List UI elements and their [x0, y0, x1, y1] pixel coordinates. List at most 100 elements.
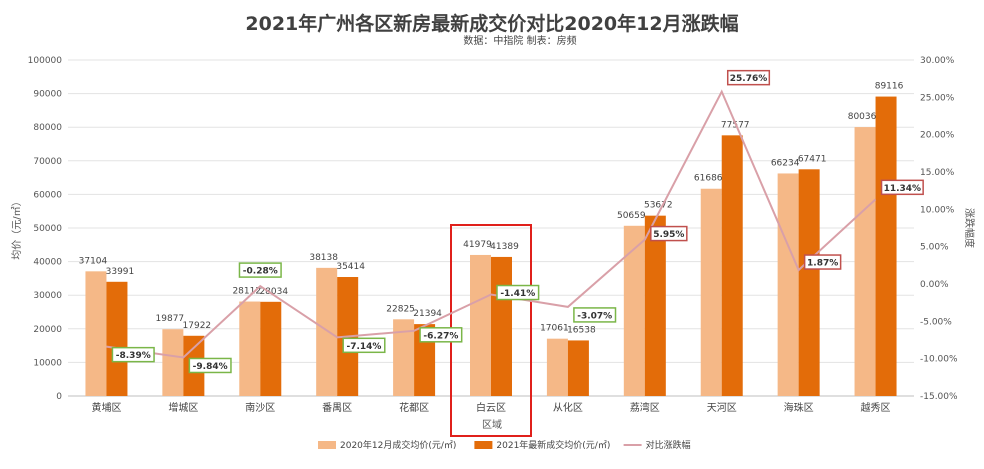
bar-value-label: 66234	[771, 158, 800, 168]
bar-value-label: 80036	[848, 112, 877, 122]
change-label-box	[188, 357, 232, 374]
category-label: 花都区	[399, 401, 429, 414]
category-label: 荔湾区	[630, 401, 660, 414]
legend-label: 2020年12月成交均价(元/㎡)	[340, 439, 456, 451]
y-tick-label: 70000	[33, 157, 62, 167]
change-label: -9.84%	[193, 362, 228, 372]
legend-label: 2021年最新成交均价(元/㎡)	[496, 439, 610, 451]
legend: 2020年12月成交均价(元/㎡) 2021年最新成交均价(元/㎡) 对比涨跌幅	[318, 439, 691, 451]
bar-value-label: 41389	[490, 242, 519, 252]
bar	[546, 338, 568, 396]
y2-tick-label: -10.00%	[920, 355, 958, 365]
bar-value-label: 35414	[336, 262, 365, 272]
category-label: 从化区	[553, 401, 583, 414]
bar	[623, 225, 645, 396]
y-axis-right: -15.00% -10.00% -5.00% 0.00% 5.00% 10.00% 15.0…	[920, 56, 958, 402]
y-tick-label: 80000	[33, 123, 62, 133]
change-label: 11.34%	[884, 184, 922, 194]
bar-value-label: 67471	[798, 154, 827, 164]
bar-value-label: 53672	[644, 201, 673, 211]
change-label-box	[573, 307, 617, 323]
legend-swatch	[474, 441, 493, 449]
y2-axis-title: 涨跌幅度	[963, 208, 976, 248]
bar-value-label: 17061	[540, 324, 569, 334]
change-label-box	[880, 179, 924, 196]
y2-tick-label: 5.00%	[920, 243, 949, 253]
bar	[777, 173, 799, 396]
bar	[393, 319, 415, 396]
change-labels: -8.39% -9.84% -0.28% -7.14% -6.27% -1.41% -3.0…	[111, 69, 924, 374]
bar-value-label: 89116	[875, 82, 904, 92]
change-label-box	[111, 346, 155, 363]
change-label-box	[496, 284, 540, 301]
category-label: 番禺区	[322, 402, 352, 414]
y-tick-label: 60000	[33, 190, 62, 200]
y2-tick-label: -5.00%	[920, 317, 952, 327]
change-label-box	[650, 225, 688, 242]
category-label: 海珠区	[784, 401, 814, 414]
y-tick-label: 50000	[33, 224, 62, 234]
y-axis-left: 0 10000 20000 30000 40000 50000 60000 70000 8000…	[28, 56, 63, 402]
change-label: -8.39%	[116, 351, 151, 361]
change-label: -7.14%	[346, 342, 381, 352]
bar	[644, 215, 666, 396]
bar	[239, 301, 261, 396]
y2-tick-label: 15.00%	[920, 168, 955, 178]
y2-tick-label: 20.00%	[920, 131, 955, 141]
y2-tick-label: 25.00%	[920, 93, 955, 103]
legend-swatch	[318, 441, 336, 449]
bars	[85, 96, 897, 396]
y-tick-label: 100000	[28, 56, 63, 66]
change-label-box	[419, 327, 463, 343]
bar	[875, 96, 897, 396]
bar-value-label: 37104	[79, 256, 108, 266]
change-label-box	[726, 69, 771, 86]
change-label: 25.76%	[730, 74, 768, 84]
x-axis-title: 区域	[482, 418, 502, 431]
bar	[85, 271, 107, 396]
bar-value-label: 16538	[567, 325, 596, 335]
change-label: -1.41%	[500, 289, 535, 299]
y-tick-label: 10000	[33, 358, 62, 368]
bar	[721, 135, 743, 396]
legend-label: 对比涨跌幅	[646, 439, 691, 451]
bar-value-label: 50659	[617, 211, 646, 221]
bar-value-label: 33991	[106, 267, 135, 277]
bar	[700, 188, 722, 396]
y-tick-label: 90000	[33, 90, 62, 100]
change-label: 5.95%	[653, 230, 684, 240]
bar	[260, 301, 282, 396]
y2-tick-label: 10.00%	[920, 205, 955, 215]
bar-value-label: 41979	[463, 240, 492, 250]
category-label: 天河区	[707, 402, 737, 414]
y-tick-label: 0	[56, 392, 62, 402]
y-tick-label: 30000	[33, 291, 62, 301]
y-axis-title: 均价（元/㎡）	[11, 196, 23, 259]
bar-value-label: 17922	[183, 321, 212, 331]
bar-value-label: 61686	[694, 174, 723, 184]
y-tick-label: 40000	[33, 258, 62, 268]
bar-value-label: 28112	[232, 287, 261, 297]
bar	[106, 281, 128, 396]
change-label-box	[803, 254, 842, 270]
category-label: 黄埔区	[91, 401, 121, 414]
y2-tick-label: -15.00%	[920, 392, 958, 402]
y-tick-label: 20000	[33, 325, 62, 335]
category-label: 越秀区	[861, 401, 891, 414]
bar-value-label: 38138	[309, 253, 338, 263]
chart-subtitle: 数据：中指院 制表：房频	[463, 34, 576, 47]
bar-value-label: 28034	[259, 287, 288, 297]
chart-title: 2021年广州各区新房最新成交价对比2020年12月涨跌幅	[245, 12, 738, 35]
bar	[470, 254, 491, 396]
category-label: 南沙区	[245, 401, 275, 414]
category-label: 增城区	[168, 401, 198, 414]
bar	[162, 329, 184, 396]
change-label: -0.28%	[243, 267, 278, 277]
change-label: 1.87%	[807, 259, 838, 269]
bar	[316, 267, 338, 396]
change-label: -6.27%	[423, 331, 458, 341]
bar	[854, 127, 876, 396]
x-axis-categories: 黄埔区 增城区 南沙区 番禺区 花都区 白云区 从化区 荔湾区 天河区 海珠区 越秀区	[91, 401, 890, 414]
